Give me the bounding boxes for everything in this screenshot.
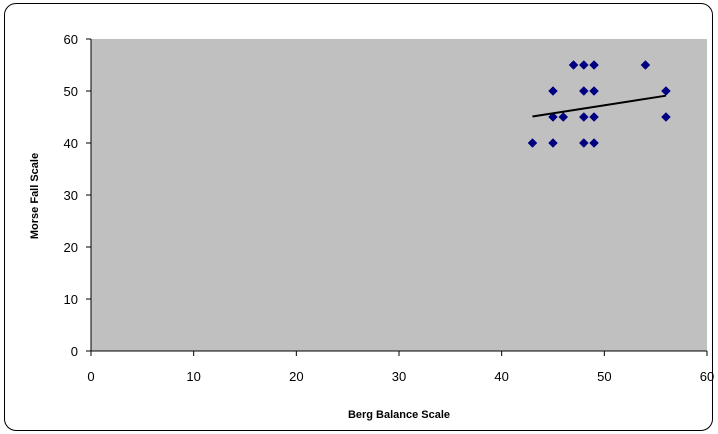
data-point [568,60,579,70]
x-tick-label: 20 [289,369,303,384]
trendline [532,94,667,118]
y-tick-label: 0 [71,344,78,359]
data-point [578,112,589,122]
x-tick-label: 30 [392,369,406,384]
y-tick-label: 30 [64,188,78,203]
y-axis-title: Morse Fall Scale [29,153,41,239]
data-point [640,60,651,70]
data-point [589,86,599,96]
x-tick-label: 40 [494,369,508,384]
x-tick-label: 50 [597,369,611,384]
data-point [661,112,671,122]
data-point [578,60,589,70]
data-point [589,112,599,122]
data-point [548,138,558,148]
y-tick-label: 60 [64,32,78,47]
y-tick-label: 20 [64,240,78,255]
plot-area [91,39,707,351]
data-point [527,138,538,148]
x-tick-label: 0 [87,369,94,384]
y-tick-label: 10 [64,292,78,307]
data-point [578,138,589,148]
y-tick-label: 50 [64,84,78,99]
data-point [548,112,558,122]
data-point [558,112,569,122]
data-point [661,86,671,96]
data-point [578,86,589,96]
x-axis-title: Berg Balance Scale [348,409,450,421]
data-point [548,86,558,96]
x-tick-label: 10 [186,369,200,384]
data-point [589,138,599,148]
x-tick-label: 60 [700,369,714,384]
data-point [589,60,599,70]
y-tick-label: 40 [64,136,78,151]
